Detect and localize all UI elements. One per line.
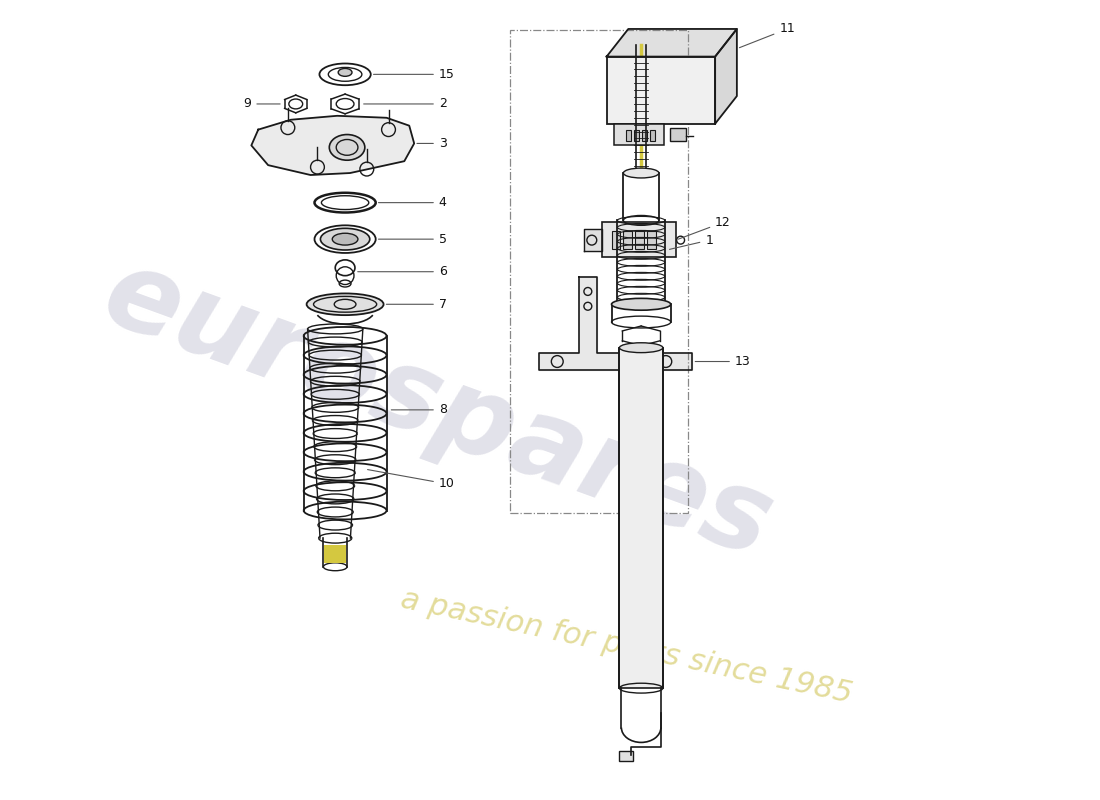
Polygon shape	[715, 29, 737, 124]
Bar	[510, 30, 688, 514]
Text: 12: 12	[679, 216, 730, 239]
Text: 10: 10	[367, 470, 454, 490]
Ellipse shape	[307, 294, 384, 315]
Text: 13: 13	[695, 355, 750, 368]
Text: 11: 11	[739, 22, 795, 48]
Bar	[624, 231, 632, 249]
Bar	[606, 57, 715, 124]
Polygon shape	[539, 277, 692, 370]
Text: 9: 9	[243, 98, 280, 110]
Text: 6: 6	[358, 266, 447, 278]
Polygon shape	[584, 230, 602, 251]
Bar	[619, 751, 634, 761]
Bar	[612, 231, 620, 249]
Text: 1: 1	[670, 234, 713, 250]
Ellipse shape	[612, 298, 671, 310]
Ellipse shape	[320, 228, 370, 250]
Bar	[635, 231, 645, 249]
Bar	[642, 130, 647, 142]
Ellipse shape	[329, 134, 365, 160]
Ellipse shape	[338, 69, 352, 76]
Bar	[670, 128, 685, 142]
Bar	[324, 545, 346, 563]
Bar	[626, 130, 631, 142]
Text: a passion for parts since 1985: a passion for parts since 1985	[398, 585, 855, 709]
Polygon shape	[251, 116, 415, 175]
Text: 7: 7	[386, 298, 447, 310]
Bar	[602, 222, 675, 257]
Bar	[647, 231, 656, 249]
Bar	[650, 130, 654, 142]
Ellipse shape	[619, 342, 663, 353]
Text: 2: 2	[364, 98, 447, 110]
Bar	[635, 130, 639, 142]
Text: 8: 8	[392, 403, 447, 416]
Polygon shape	[606, 29, 737, 57]
Text: 3: 3	[417, 137, 447, 150]
Text: eurospares: eurospares	[90, 239, 788, 580]
Ellipse shape	[624, 168, 659, 178]
Ellipse shape	[332, 234, 358, 245]
Text: 15: 15	[374, 68, 454, 81]
Text: 4: 4	[378, 196, 447, 209]
Bar	[619, 348, 663, 688]
Text: 5: 5	[378, 233, 447, 246]
Bar	[615, 124, 663, 146]
